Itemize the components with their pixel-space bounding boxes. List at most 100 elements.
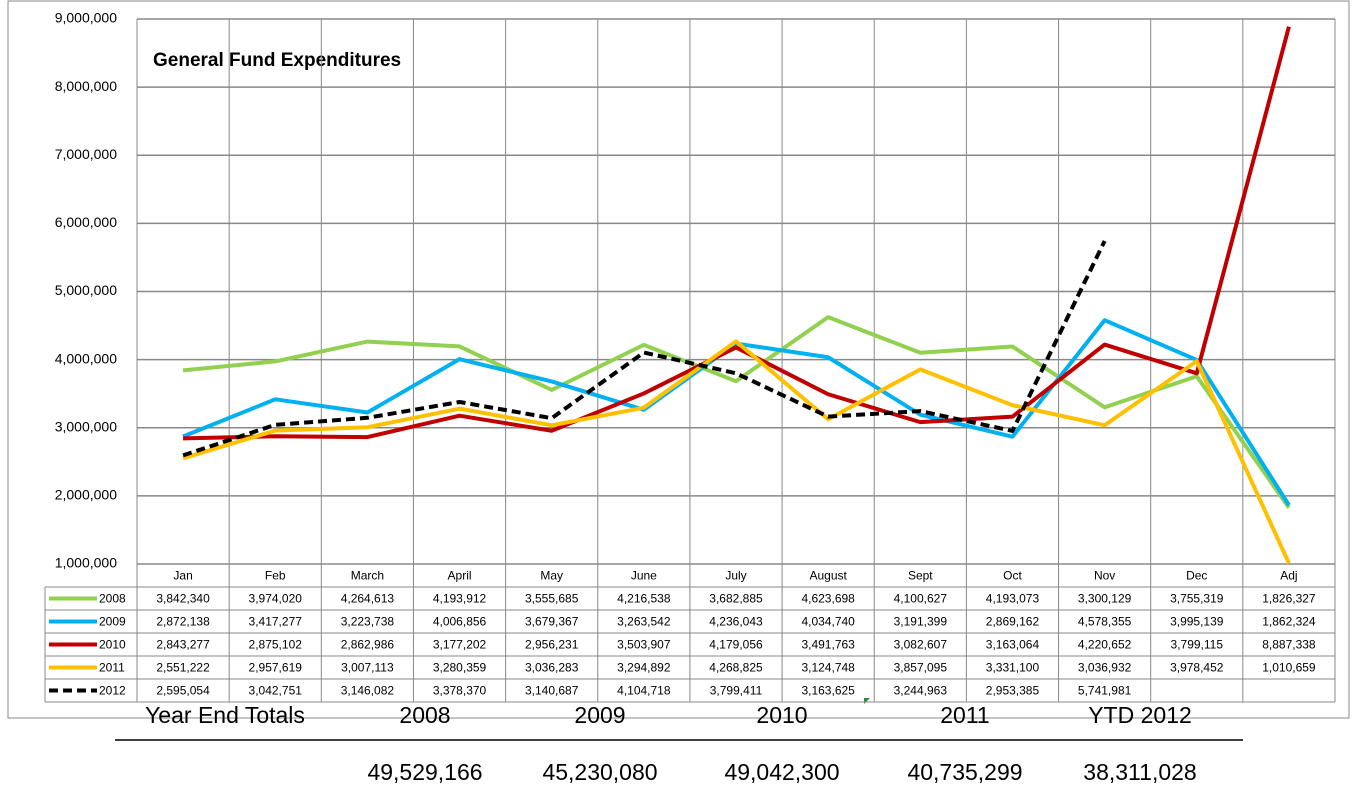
x-tick-label: July [725, 569, 746, 583]
totals-value: 49,042,300 [724, 759, 839, 785]
x-tick-label: Nov [1094, 569, 1115, 583]
x-tick-label: April [448, 569, 472, 583]
table-value: 4,100,627 [894, 592, 948, 606]
table-value: 3,163,064 [986, 638, 1040, 652]
table-value: 3,223,738 [341, 615, 395, 629]
y-tick-label: 3,000,000 [55, 418, 117, 434]
x-tick-label: March [351, 569, 384, 583]
table-value: 3,555,685 [525, 592, 579, 606]
table-value: 4,193,912 [433, 592, 487, 606]
table-value: 4,264,613 [341, 592, 395, 606]
x-tick-label: Adj [1280, 569, 1297, 583]
table-value: 4,104,718 [617, 684, 671, 698]
table-value: 2,875,102 [249, 638, 303, 652]
table-value: 4,006,856 [433, 615, 487, 629]
table-value: 3,163,625 [801, 684, 855, 698]
x-tick-label: Oct [1003, 569, 1022, 583]
totals-value: 45,230,080 [542, 759, 657, 785]
table-value: 3,263,542 [617, 615, 671, 629]
y-tick-label: 4,000,000 [55, 350, 117, 366]
legend-label: 2012 [99, 684, 126, 698]
table-value: 3,978,452 [1170, 661, 1224, 675]
y-tick-label: 1,000,000 [55, 555, 117, 571]
series-line [183, 26, 1291, 441]
table-value: 2,869,162 [986, 615, 1040, 629]
x-tick-label: August [809, 569, 847, 583]
table-value: 2,956,231 [525, 638, 579, 652]
table-value: 3,491,763 [801, 638, 855, 652]
table-value: 3,177,202 [433, 638, 487, 652]
totals-year: 2010 [756, 702, 807, 728]
table-value: 1,826,327 [1262, 592, 1316, 606]
y-tick-label: 9,000,000 [55, 10, 117, 26]
table-value: 3,294,892 [617, 661, 671, 675]
series-line [182, 240, 1107, 458]
table-value: 3,331,100 [986, 661, 1040, 675]
series-line [182, 339, 1291, 565]
table-value: 3,974,020 [249, 592, 303, 606]
table-value: 4,578,355 [1078, 615, 1132, 629]
table-value: 8,887,338 [1262, 638, 1316, 652]
legend-label: 2011 [99, 661, 125, 675]
totals-value: 49,529,166 [367, 759, 482, 785]
table-value: 3,191,399 [894, 615, 948, 629]
table-value: 3,799,115 [1171, 638, 1224, 652]
totals-value: 38,311,028 [1083, 759, 1196, 785]
table-value: 3,140,687 [525, 684, 579, 698]
x-tick-label: Sept [908, 569, 933, 583]
totals-value: 40,735,299 [907, 759, 1022, 785]
table-value: 1,010,659 [1262, 661, 1316, 675]
table-value: 3,995,139 [1170, 615, 1224, 629]
table-value: 3,036,932 [1078, 661, 1132, 675]
table-value: 4,236,043 [709, 615, 763, 629]
table-value: 3,146,082 [341, 684, 395, 698]
totals-year: YTD 2012 [1088, 702, 1192, 728]
y-tick-label: 6,000,000 [55, 214, 117, 230]
x-tick-label: Jan [173, 569, 192, 583]
totals-heading: Year End Totals [145, 702, 305, 728]
table-value: 4,216,538 [617, 592, 671, 606]
table-value: 3,799,411 [710, 684, 763, 698]
x-tick-label: June [631, 569, 657, 583]
totals-year: 2009 [574, 702, 625, 728]
table-value: 2,953,385 [986, 684, 1040, 698]
table-value: 2,957,619 [249, 661, 303, 675]
chart-title: General Fund Expenditures [153, 50, 401, 71]
x-tick-label: Feb [265, 569, 286, 583]
table-value: 3,280,359 [433, 661, 487, 675]
table-value: 3,036,283 [525, 661, 579, 675]
series-line [182, 315, 1291, 509]
y-tick-label: 7,000,000 [55, 146, 117, 162]
totals-year: 2008 [399, 702, 450, 728]
table-value: 3,378,370 [433, 684, 487, 698]
table-value: 3,842,340 [156, 592, 210, 606]
table-value: 3,042,751 [249, 684, 303, 698]
table-value: 4,179,056 [709, 638, 763, 652]
table-value: 2,843,277 [156, 638, 210, 652]
x-tick-label: May [540, 569, 563, 583]
totals-year: 2011 [940, 702, 989, 728]
table-value: 2,862,986 [341, 638, 395, 652]
table-value: 3,503,907 [617, 638, 671, 652]
x-tick-label: Dec [1186, 569, 1207, 583]
table-value: 4,034,740 [801, 615, 855, 629]
table-value: 3,300,129 [1078, 592, 1132, 606]
table-value: 4,220,652 [1078, 638, 1132, 652]
legend-label: 2010 [99, 638, 126, 652]
table-value: 2,872,138 [156, 615, 210, 629]
table-value: 3,007,113 [341, 661, 394, 675]
table-value: 3,417,277 [249, 615, 303, 629]
y-tick-label: 2,000,000 [55, 487, 117, 503]
y-tick-label: 8,000,000 [55, 78, 117, 94]
y-tick-label: 5,000,000 [55, 282, 117, 298]
table-value: 3,682,885 [709, 592, 763, 606]
legend-label: 2009 [99, 615, 126, 629]
table-value: 3,679,367 [525, 615, 579, 629]
table-value: 5,741,981 [1078, 684, 1132, 698]
table-value: 1,862,324 [1262, 615, 1316, 629]
table-value: 3,857,095 [894, 661, 948, 675]
table-value: 2,595,054 [156, 684, 210, 698]
table-value: 4,268,825 [709, 661, 763, 675]
